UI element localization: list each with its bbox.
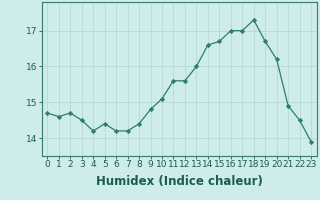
X-axis label: Humidex (Indice chaleur): Humidex (Indice chaleur) <box>96 175 263 188</box>
